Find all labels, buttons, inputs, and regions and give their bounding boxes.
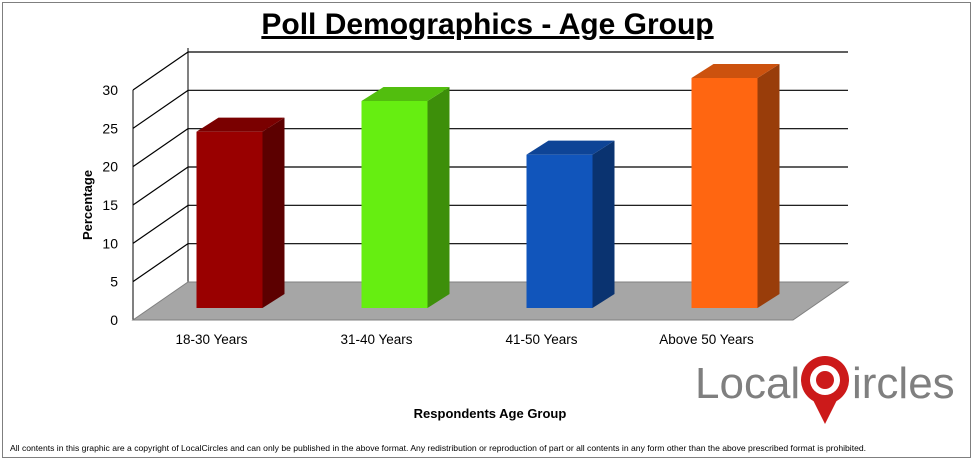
y-tick-label: 0 [110, 312, 118, 328]
logo-text-ircles: ircles [852, 359, 955, 408]
x-tick-label: 41-50 Years [505, 332, 577, 347]
x-tick-label: 31-40 Years [340, 332, 412, 347]
location-pin-icon [801, 356, 849, 424]
gridline-diagonal [132, 128, 189, 168]
y-axis-ticks: 0 5 10 15 20 25 30 [102, 82, 118, 328]
bar-top [526, 140, 615, 155]
gridline-diagonal [132, 89, 189, 129]
bar-front [361, 101, 428, 308]
x-tick-label: Above 50 Years [659, 332, 754, 347]
bar-side [757, 64, 780, 308]
gridline-diagonal [132, 204, 189, 244]
copyright-footer: All contents in this graphic are a copyr… [10, 443, 867, 453]
bar-side [427, 87, 450, 308]
y-tick-label: 20 [102, 159, 118, 175]
y-tick-label: 25 [102, 120, 118, 136]
gridline-diagonal [132, 243, 189, 283]
y-tick-label: 5 [110, 274, 118, 290]
chart-title: Poll Demographics - Age Group [261, 8, 714, 41]
bars [196, 64, 780, 309]
localcircles-logo: Local ircles [695, 356, 955, 424]
bar-side [262, 117, 285, 309]
gridline-diagonal [132, 51, 189, 91]
y-tick-label: 15 [102, 197, 118, 213]
bar-top [361, 87, 450, 101]
bar-top [691, 64, 780, 78]
bar [526, 140, 615, 308]
y-axis-label: Percentage [80, 170, 95, 240]
x-axis-label: Respondents Age Group [414, 406, 567, 421]
bar-top [196, 117, 285, 132]
x-tick-label: 18-30 Years [175, 332, 247, 347]
chart-floor [131, 281, 850, 321]
bar [691, 64, 780, 308]
bar-front [691, 78, 758, 308]
bar-front [526, 154, 593, 308]
bar-side [592, 140, 615, 308]
y-tick-label: 10 [102, 235, 118, 251]
x-axis-ticks: 18-30 Years 31-40 Years 41-50 Years Above 5… [175, 332, 754, 347]
gridline-diagonal [132, 166, 189, 206]
y-tick-label: 30 [102, 82, 118, 98]
bar [196, 117, 285, 309]
bar-front [196, 131, 263, 308]
logo-text-local: Local [695, 359, 800, 408]
bar [361, 87, 450, 308]
floor-surface [131, 281, 850, 321]
